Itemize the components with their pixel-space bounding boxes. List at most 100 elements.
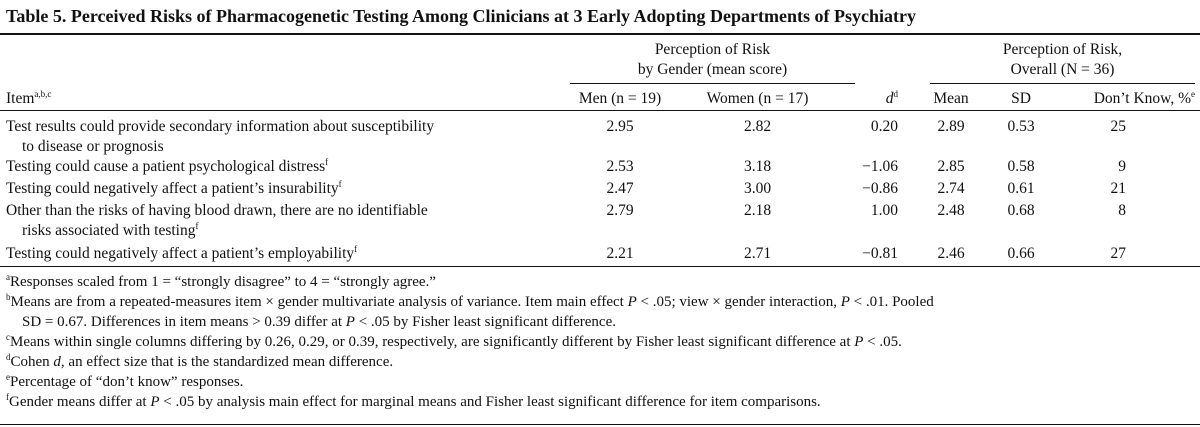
footnote-text: P [345,314,355,330]
footnote-text: Percentage of “don’t know” responses. [10,374,244,390]
cell: −1.06 [862,158,898,175]
footnote-text: Gender means differ at [9,394,151,410]
column-header: Men (n = 19) [570,89,670,109]
footnote-text: < .05 by Fisher least significant differ… [354,314,616,330]
footnote-ref: d [893,89,899,99]
cell: 0.20 [870,118,898,135]
footnote-text: SD = 0.67. Differences in item means > 0… [22,314,346,330]
footnote: bMeans are from a repeated-measures item… [6,292,934,312]
column-header: Itema,b,c [6,89,546,109]
cell: 2.18 [743,202,772,219]
body-rule [0,266,1200,267]
cell: 2.71 [743,245,772,262]
row-label: to disease or prognosis [22,137,164,157]
footnote-ref: e [1191,89,1195,99]
column-header: dd [840,89,898,109]
cell: 2.21 [606,245,634,262]
group-rule [570,83,855,84]
cell: 1.00 [870,202,898,219]
group-header: Perception of Risk [654,41,771,58]
column-header-text: d [885,90,894,107]
footnote: fGender means differ at P < .05 by analy… [6,392,821,412]
cell: 2.89 [937,118,965,135]
footnote-text: < .05; view × gender interaction, [636,294,841,310]
footnote-mark: f [6,392,9,402]
footnote-text: P [150,394,160,410]
column-header: SD [990,89,1052,109]
footnote-text: P [854,334,864,350]
footnote-mark: c [6,332,10,342]
footnote-ref: f [338,179,342,189]
footnote-ref: f [354,244,358,254]
footnote-text: P [627,294,637,310]
footnote-mark: d [6,352,11,362]
cell: 27 [1110,245,1127,262]
column-header-text: Women (n = 17) [706,90,809,107]
row-label: Testing could negatively affect a patien… [6,244,357,264]
cell: 0.66 [1007,245,1035,262]
row-label-text: risks associated with testing [22,222,196,239]
cell: 9 [1118,158,1126,175]
footnote: SD = 0.67. Differences in item means > 0… [22,312,616,332]
cell: 25 [1110,118,1127,135]
cell: 2.82 [743,118,772,135]
footnote-text: Means within single columns differing by… [10,334,855,350]
cell: −0.86 [862,180,898,197]
column-header: Mean [920,89,982,109]
cell: 2.85 [937,158,965,175]
row-label-text: Testing could negatively affect a patien… [6,245,355,262]
bottom-rule [0,424,1200,425]
cell: 2.79 [606,202,634,219]
cell: 21 [1110,180,1127,197]
footnote-ref: f [195,221,199,231]
cell: 2.74 [937,180,965,197]
footnote-ref: a,b,c [34,89,52,99]
header-rule [0,110,1200,111]
column-header-text: SD [1011,90,1031,107]
group-rule [930,83,1195,84]
cell: 0.58 [1007,158,1035,175]
table-title: Table 5. Perceived Risks of Pharmacogene… [6,6,916,26]
column-header-text: Don’t Know, % [1093,90,1191,107]
row-label: Other than the risks of having blood dra… [6,201,428,221]
column-header: Women (n = 17) [690,89,825,109]
footnote-text: , an effect size that is the standardize… [60,354,394,370]
row-label-text: Testing could cause a patient psychologi… [6,158,326,175]
footnote-text: Means are from a repeated-measures item … [10,294,628,310]
cell: 2.48 [937,202,965,219]
cell: 0.53 [1007,118,1035,135]
footnote: cMeans within single columns differing b… [6,332,902,352]
group-header: Perception of Risk, [1002,41,1123,58]
footnote-text: P [840,294,850,310]
row-label-text: Other than the risks of having blood dra… [6,202,428,219]
footnote-mark: e [6,372,10,382]
footnote-mark: b [6,292,11,302]
row-label-text: Testing could negatively affect a patien… [6,180,339,197]
group-header: Overall (N = 36) [1010,61,1115,78]
footnote-text: d [53,354,61,370]
footnote: dCohen d, an effect size that is the sta… [6,352,393,372]
row-label: Test results could provide secondary inf… [6,117,434,137]
row-label: Testing could negatively affect a patien… [6,179,342,199]
cell: 0.61 [1007,180,1035,197]
cell: −0.81 [862,245,898,262]
footnote-text: < .01. Pooled [849,294,934,310]
top-rule [0,33,1200,35]
cell: 8 [1118,202,1126,219]
row-label: risks associated with testingf [22,221,199,241]
column-header-text: Item [6,90,35,107]
footnote-text: Cohen [10,354,54,370]
cell: 2.53 [606,158,634,175]
footnote-text: < .05 by analysis main effect for margin… [159,394,821,410]
cell: 0.68 [1007,202,1035,219]
footnote: ePercentage of “don’t know” responses. [6,372,243,392]
cell: 2.47 [606,180,634,197]
column-header: Don’t Know, %e [1060,89,1195,109]
column-header-text: Mean [933,90,969,107]
group-header: by Gender (mean score) [637,61,788,78]
footnote-text: < .05. [863,334,902,350]
cell: 2.95 [606,118,634,135]
footnote-ref: f [325,157,329,167]
row-label-text: to disease or prognosis [22,138,164,155]
